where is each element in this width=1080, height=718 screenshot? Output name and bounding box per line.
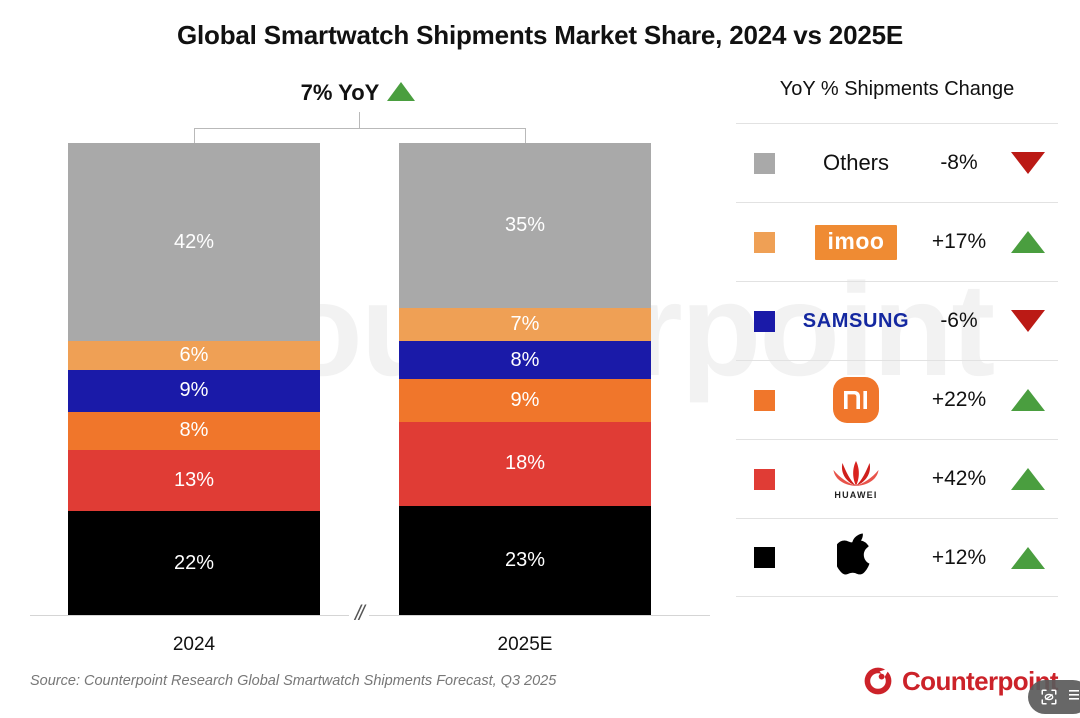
bar-segment-others: 35% bbox=[399, 143, 651, 309]
swatch-cell bbox=[736, 310, 792, 332]
triangle-down-icon bbox=[1011, 152, 1045, 174]
legend-row-apple[interactable]: +12% bbox=[736, 518, 1058, 597]
bracket-top bbox=[194, 128, 525, 129]
color-swatch-samsung-icon bbox=[753, 310, 775, 332]
bracket-stem bbox=[359, 112, 360, 128]
change-value-huawei: +42% bbox=[931, 467, 987, 490]
arrow-cell bbox=[998, 231, 1058, 253]
arrow-cell bbox=[998, 152, 1058, 174]
more-options-icon bbox=[1069, 690, 1079, 700]
change-value-xiaomi: +22% bbox=[931, 388, 987, 411]
legend-row-imoo[interactable]: imoo +17% bbox=[736, 202, 1058, 281]
brand-cell: HUAWEI bbox=[792, 440, 920, 518]
triangle-up-icon bbox=[1011, 546, 1045, 569]
brand-cell bbox=[792, 519, 920, 596]
yoy-growth-label: 7% YoY bbox=[300, 80, 380, 105]
bar-segment-xiaomi: 9% bbox=[399, 379, 651, 422]
swatch-cell bbox=[736, 152, 792, 174]
page-title: Global Smartwatch Shipments Market Share… bbox=[177, 20, 903, 50]
change-value-samsung: -6% bbox=[940, 309, 978, 332]
bracket-arm-left bbox=[194, 128, 195, 143]
brand-label-others: Others bbox=[822, 150, 890, 175]
bar-segment-huawei: 18% bbox=[399, 421, 651, 507]
swatch-cell bbox=[736, 547, 792, 568]
arrow-cell bbox=[998, 310, 1058, 332]
change-value-others: -8% bbox=[940, 151, 978, 174]
bar-segment-xiaomi: 8% bbox=[68, 412, 320, 450]
swatch-cell bbox=[736, 468, 792, 490]
lens-scan-icon bbox=[1041, 689, 1057, 705]
color-swatch-apple-icon bbox=[753, 547, 775, 568]
bar-segment-apple: 23% bbox=[399, 506, 651, 616]
triangle-up-icon bbox=[1011, 231, 1045, 253]
counterpoint-mark-icon bbox=[864, 667, 892, 695]
apple-logo-icon bbox=[834, 533, 875, 583]
bar-segment-samsung: 8% bbox=[399, 341, 651, 380]
legend-row-others[interactable]: Others -8% bbox=[736, 123, 1058, 202]
chart-plot-area: 7% YoY 42% 6% 9% 8% 13% 22% 35% 7% 8% 9%… bbox=[30, 80, 710, 655]
brand-cell: imoo bbox=[792, 203, 920, 281]
x-axis-label-2025e: 2025E bbox=[497, 634, 553, 655]
triangle-up-icon bbox=[1011, 389, 1045, 411]
triangle-down-icon bbox=[1011, 310, 1045, 332]
legend-panel: YoY % Shipments Change Others -8% imoo +… bbox=[736, 78, 1058, 597]
swatch-cell bbox=[736, 231, 792, 253]
legend-row-huawei[interactable]: HUAWEI +42% bbox=[736, 439, 1058, 518]
imoo-logo-icon: imoo bbox=[814, 224, 898, 260]
arrow-cell bbox=[998, 389, 1058, 411]
swatch-cell bbox=[736, 389, 792, 411]
bar-segment-imoo: 6% bbox=[68, 341, 320, 370]
xiaomi-logo-icon bbox=[833, 377, 879, 423]
bar-segment-imoo: 7% bbox=[399, 308, 651, 342]
arrow-cell bbox=[998, 546, 1058, 569]
brand-cell: SAMSUNG bbox=[792, 282, 920, 360]
brand-cell: Others bbox=[792, 124, 920, 202]
color-swatch-others-icon bbox=[753, 152, 775, 174]
triangle-up-icon bbox=[1011, 468, 1045, 490]
x-axis-label-2024: 2024 bbox=[172, 634, 216, 655]
source-note: Source: Counterpoint Research Global Sma… bbox=[30, 673, 557, 689]
color-swatch-xiaomi-icon bbox=[753, 389, 775, 411]
change-value-apple: +12% bbox=[931, 545, 987, 569]
bar-segment-others: 42% bbox=[68, 143, 320, 342]
stacked-bar-2024: 42% 6% 9% 8% 13% 22% bbox=[68, 143, 320, 615]
bar-segment-apple: 22% bbox=[68, 511, 320, 615]
axis-break-marker: // bbox=[349, 602, 369, 626]
x-axis-line bbox=[30, 615, 710, 616]
huawei-logo-icon: HUAWEI bbox=[829, 459, 883, 500]
screenshot-overlay-widget[interactable] bbox=[1028, 680, 1080, 714]
change-value-imoo: +17% bbox=[931, 230, 987, 253]
stacked-bar-2025e: 35% 7% 8% 9% 18% 23% bbox=[399, 143, 651, 616]
legend-row-xiaomi[interactable]: +22% bbox=[736, 360, 1058, 439]
legend-row-samsung[interactable]: SAMSUNG -6% bbox=[736, 281, 1058, 360]
bar-segment-huawei: 13% bbox=[68, 449, 320, 512]
bracket-arm-right bbox=[525, 128, 526, 143]
samsung-logo-icon: SAMSUNG bbox=[802, 309, 910, 332]
legend-header: YoY % Shipments Change bbox=[779, 78, 1015, 100]
huawei-wordmark: HUAWEI bbox=[834, 489, 878, 500]
bar-segment-samsung: 9% bbox=[68, 369, 320, 413]
arrow-cell bbox=[998, 468, 1058, 490]
color-swatch-huawei-icon bbox=[753, 468, 775, 490]
color-swatch-imoo-icon bbox=[753, 231, 775, 253]
yoy-growth-callout: 7% YoY bbox=[248, 80, 468, 106]
brand-cell bbox=[792, 361, 920, 439]
triangle-up-icon bbox=[387, 82, 416, 101]
